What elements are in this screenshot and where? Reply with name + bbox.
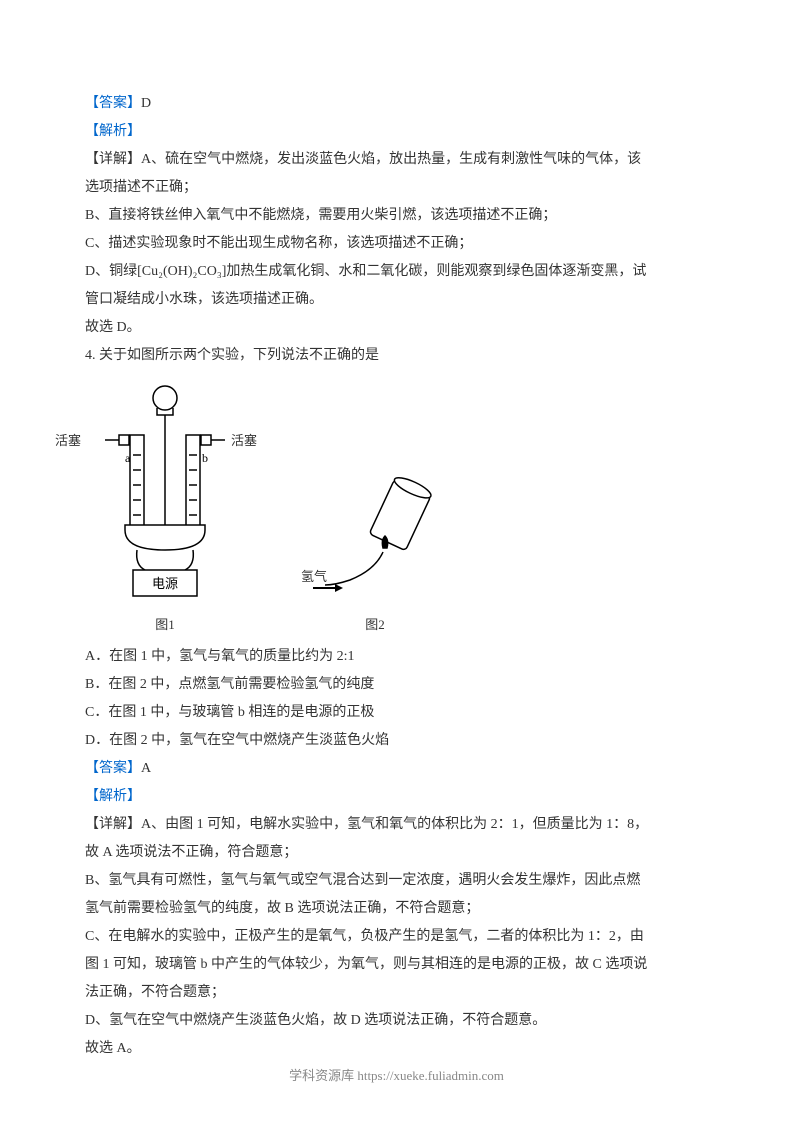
answer-value-1: D: [141, 96, 151, 111]
b2-d8: D、氢气在空气中燃烧产生淡蓝色火焰，故 D 选项说法正确，不符合题意。: [85, 1007, 708, 1035]
analysis-label-2: 【解析】: [85, 789, 141, 804]
b1-d3: B、直接将铁丝伸入氧气中不能燃烧，需要用火柴引燃，该选项描述不正确；: [85, 202, 708, 230]
figure-2-caption: 图2: [365, 614, 385, 633]
figure-1-caption: 图1: [155, 614, 175, 633]
answer-prefix-1: 【答案】: [85, 96, 141, 111]
b2-d9: 故选 A。: [85, 1035, 708, 1063]
q4-opt-d: D．在图 2 中，氢气在空气中燃烧产生淡蓝色火焰: [85, 727, 708, 755]
answer-line-2: 【答案】A: [85, 755, 708, 783]
tube-b-label: b: [202, 451, 208, 465]
analysis-line-1: 【解析】: [85, 118, 708, 146]
b2-d2: 故 A 选项说法不正确，符合题意；: [85, 839, 708, 867]
tube-a-label: a: [125, 451, 131, 465]
electrolysis-diagram-icon: 电源 a b: [85, 380, 245, 610]
hydrogen-burn-diagram-icon: [305, 470, 445, 610]
b1-d4: C、描述实验现象时不能出现生成物名称，该选项描述不正确；: [85, 230, 708, 258]
answer-prefix-2: 【答案】: [85, 761, 141, 776]
b1-d5: D、铜绿[Cu₂(OH)₂CO₃]加热生成氧化铜、水和二氧化碳，则能观察到绿色固…: [85, 258, 708, 286]
q4-opt-c: C．在图 1 中，与玻璃管 b 相连的是电源的正极: [85, 699, 708, 727]
b1-d2: 选项描述不正确；: [85, 174, 708, 202]
b2-d5: C、在电解水的实验中，正极产生的是氧气，负极产生的是氢气，二者的体积比为 1：2…: [85, 923, 708, 951]
hydrogen-label: 氢气: [301, 566, 327, 585]
b2-d6: 图 1 可知，玻璃管 b 中产生的气体较少，为氧气，则与其相连的是电源的正极，故…: [85, 951, 708, 979]
q4-stem: 4. 关于如图所示两个实验，下列说法不正确的是: [85, 342, 708, 370]
answer-value-2: A: [141, 761, 151, 776]
stopper-left-label: 活塞: [55, 430, 81, 449]
figure-2-block: 氢气 图2: [305, 470, 445, 633]
figures-row: 电源 a b 活塞 活塞 图1: [85, 380, 708, 633]
page-footer: 学科资源库 https://xueke.fuliadmin.com: [0, 1065, 793, 1084]
stopper-right-label: 活塞: [231, 430, 257, 449]
b1-d6: 管口凝结成小水珠，该选项描述正确。: [85, 286, 708, 314]
b2-d4: 氢气前需要检验氢气的纯度，故 B 选项说法正确，不符合题意；: [85, 895, 708, 923]
figure-1: 电源 a b 活塞 活塞: [85, 380, 245, 610]
b2-d7: 法正确，不符合题意；: [85, 979, 708, 1007]
b1-d1: 【详解】A、硫在空气中燃烧，发出淡蓝色火焰，放出热量，生成有刺激性气味的气体，该: [85, 146, 708, 174]
answer-line-1: 【答案】D: [85, 90, 708, 118]
b1-d7: 故选 D。: [85, 314, 708, 342]
figure-2: 氢气: [305, 470, 445, 610]
q4-opt-a: A．在图 1 中，氢气与氧气的质量比约为 2:1: [85, 643, 708, 671]
analysis-label-1: 【解析】: [85, 124, 141, 139]
b2-d1: 【详解】A、由图 1 可知，电解水实验中，氢气和氧气的体积比为 2：1，但质量比…: [85, 811, 708, 839]
b2-d3: B、氢气具有可燃性，氢气与氧气或空气混合达到一定浓度，遇明火会发生爆炸，因此点燃: [85, 867, 708, 895]
power-label: 电源: [152, 576, 178, 591]
figure-1-block: 电源 a b 活塞 活塞 图1: [85, 380, 245, 633]
analysis-line-2: 【解析】: [85, 783, 708, 811]
q4-opt-b: B．在图 2 中，点燃氢气前需要检验氢气的纯度: [85, 671, 708, 699]
